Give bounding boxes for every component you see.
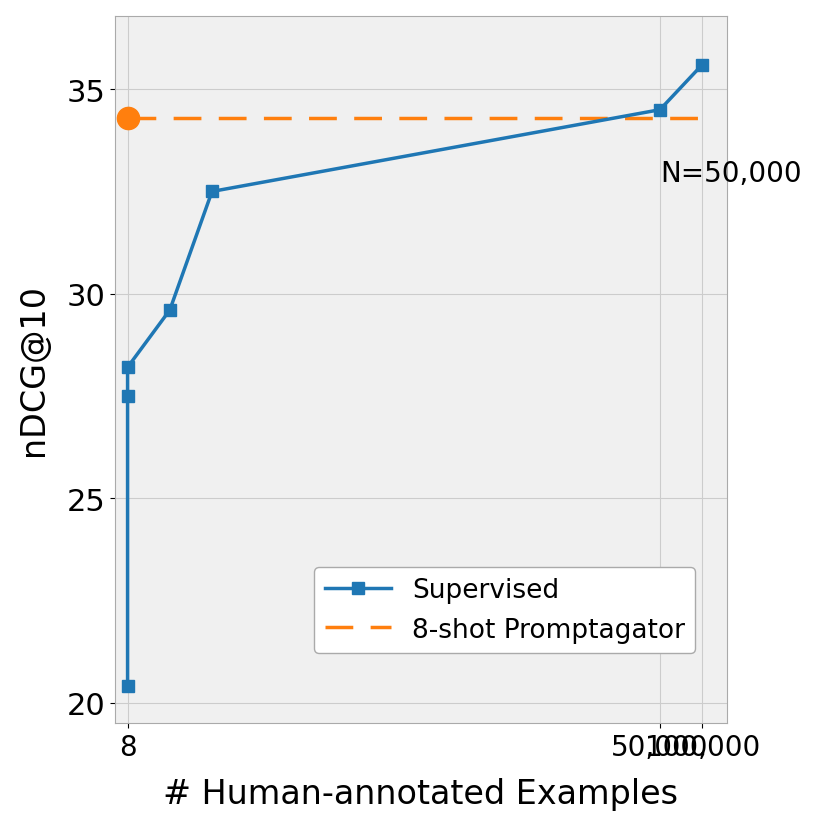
Supervised bbox=[122, 391, 132, 401]
Supervised bbox=[122, 681, 132, 691]
X-axis label: # Human-annotated Examples: # Human-annotated Examples bbox=[163, 777, 678, 810]
Line: Supervised: Supervised bbox=[122, 60, 708, 692]
Supervised bbox=[165, 306, 175, 316]
8-shot Promptagator bbox=[697, 114, 707, 124]
Supervised bbox=[122, 363, 132, 373]
8-shot Promptagator bbox=[122, 114, 132, 124]
Supervised bbox=[697, 60, 707, 70]
Supervised bbox=[207, 187, 217, 197]
Y-axis label: nDCG@10: nDCG@10 bbox=[16, 284, 50, 456]
Text: N=50,000: N=50,000 bbox=[660, 160, 801, 188]
Supervised bbox=[655, 106, 665, 116]
Legend: Supervised, 8-shot Promptagator: Supervised, 8-shot Promptagator bbox=[314, 567, 695, 653]
